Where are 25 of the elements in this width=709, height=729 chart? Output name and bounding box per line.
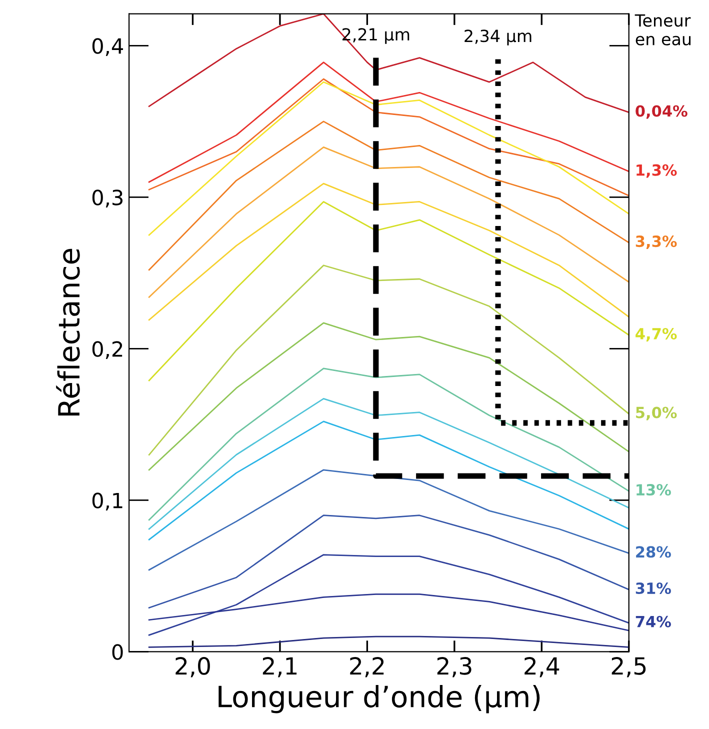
series-label: 28% (636, 546, 671, 558)
series-label: 13% (636, 484, 671, 496)
y-axis-title: Réflectance (56, 248, 80, 416)
series-label: 0,04% (636, 105, 688, 119)
x-tick-label: 2,3 (437, 657, 472, 678)
legend-title: Teneur en eau (634, 14, 691, 46)
y-tick-label: 0 (112, 644, 123, 660)
y-tick-label: 0,2 (92, 341, 122, 360)
y-tick-label: 0,3 (92, 190, 123, 208)
annotation: 2,21 µm (342, 28, 410, 44)
x-axis-title: Longueur d’onde (µm) (218, 684, 540, 714)
y-tick-label: 0,1 (92, 492, 122, 511)
series-label: 5,0% (636, 406, 677, 420)
x-tick-label: 2,4 (524, 657, 560, 678)
x-tick-label: 2,2 (350, 657, 384, 678)
x-tick-label: 2,1 (262, 657, 297, 678)
series-label: 3,3% (636, 236, 677, 250)
series-label: 1,3% (636, 164, 677, 178)
annotation: 2,34 µm (464, 30, 532, 46)
series-label: 74% (636, 616, 671, 628)
series-label: 4,7% (636, 328, 677, 342)
y-tick-label: 0,4 (92, 38, 124, 56)
x-tick-label: 2,5 (612, 657, 646, 678)
x-tick-label: 2,0 (176, 657, 210, 678)
series-label: 31% (636, 582, 671, 594)
